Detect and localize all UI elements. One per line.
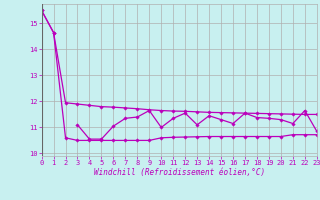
X-axis label: Windchill (Refroidissement éolien,°C): Windchill (Refroidissement éolien,°C) — [94, 168, 265, 177]
